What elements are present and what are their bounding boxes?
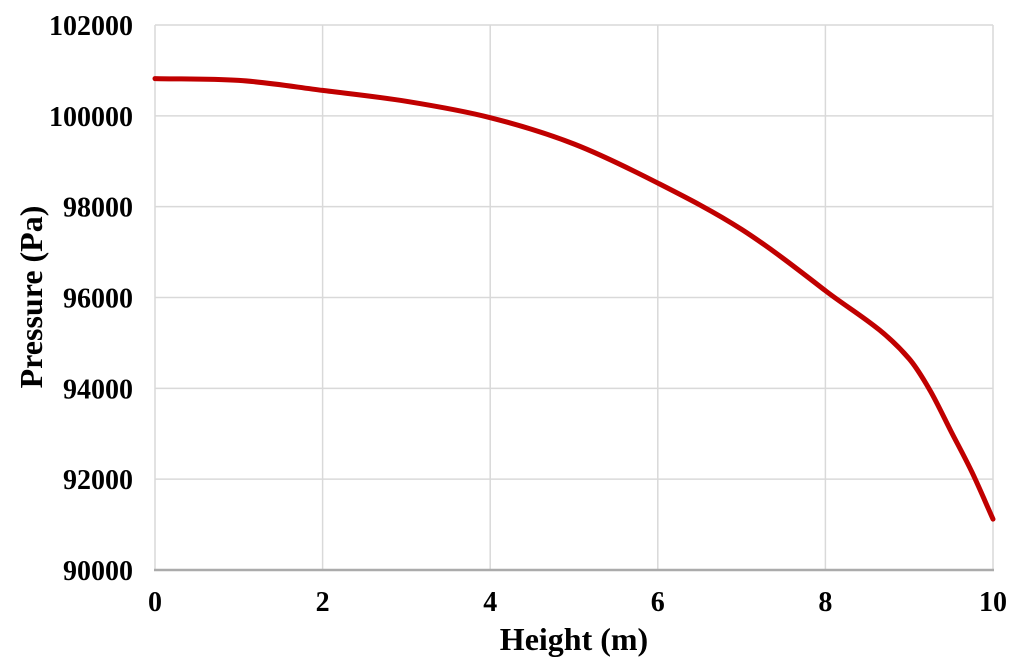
y-tick-label: 96000 [63,284,133,315]
x-tick-label: 6 [651,587,665,618]
tick-label-layer: 90000 92000 94000 96000 98000 100000 102000 0 2 4… [49,11,1007,618]
y-tick-label: 94000 [63,374,133,405]
x-tick-label: 10 [979,587,1007,618]
x-tick-label: 0 [148,587,162,618]
x-axis-title: Height (m) [500,621,648,657]
x-tick-label: 4 [483,587,497,618]
x-tick-label: 2 [316,587,330,618]
x-tick-label: 8 [818,587,832,618]
pressure-curve [152,76,996,522]
y-tick-label: 90000 [63,556,133,587]
series-layer [152,76,996,522]
y-axis-title: Pressure (Pa) [13,206,49,389]
y-tick-label: 100000 [49,102,133,133]
y-tick-label: 102000 [49,11,133,42]
y-tick-label: 98000 [63,193,133,224]
y-tick-label: 92000 [63,465,133,496]
grid-layer [154,24,994,571]
